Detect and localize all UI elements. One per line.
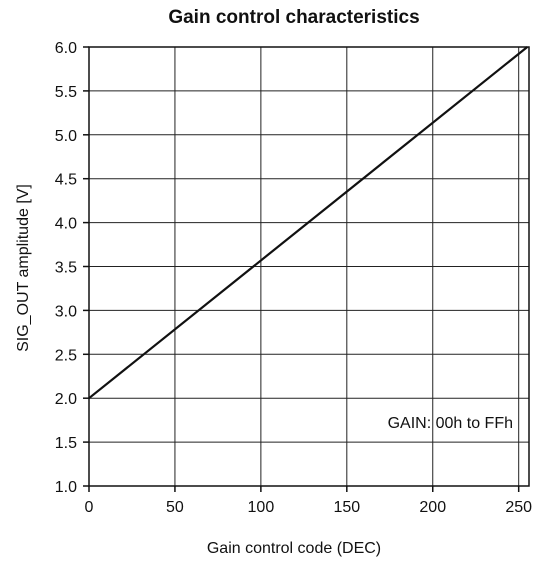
y-tick-label: 5.0 (55, 128, 77, 145)
y-tick-label: 4.5 (55, 172, 77, 189)
series-line (88, 46, 528, 400)
x-tick-labels: 0 50 100 150 200 250 (85, 486, 532, 516)
y-tick-label: 6.0 (55, 40, 77, 57)
x-tick-label: 150 (333, 499, 360, 516)
series-layer (88, 46, 528, 400)
x-tick-label: 0 (85, 499, 94, 516)
gain-range-annotation: GAIN: 00h to FFh (388, 415, 513, 432)
y-tick-label: 1.0 (55, 479, 77, 496)
x-tick-label: 100 (248, 499, 275, 516)
chart-title: Gain control characteristics (168, 7, 419, 28)
y-axis-label: SIG_OUT amplitude [V] (15, 184, 32, 352)
y-tick-label: 2.0 (55, 391, 77, 408)
y-tick-label: 2.5 (55, 347, 77, 364)
y-tick-label: 4.0 (55, 216, 77, 233)
y-tick-label: 3.0 (55, 303, 77, 320)
x-tick-label: 250 (505, 499, 532, 516)
y-tick-label: 5.5 (55, 84, 77, 101)
x-tick-label: 200 (419, 499, 446, 516)
y-tick-labels: 1.0 1.5 2.0 2.5 3.0 3.5 4.0 4.5 5.0 5.5 6.0 (55, 40, 89, 496)
x-axis-label: Gain control code (DEC) (207, 540, 381, 557)
y-tick-label: 3.5 (55, 260, 77, 277)
x-tick-label: 50 (166, 499, 184, 516)
y-tick-label: 1.5 (55, 435, 77, 452)
